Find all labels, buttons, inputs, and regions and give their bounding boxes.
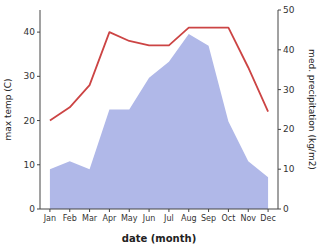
- x-tick-label: Apr: [102, 214, 117, 223]
- x-tick-label: Oct: [221, 214, 235, 223]
- x-tick: [69, 209, 70, 212]
- x-tick-label: Jan: [43, 214, 56, 223]
- x-tick: [228, 209, 229, 212]
- y2-tick-label: 20: [283, 124, 295, 134]
- y2-axis-line: [278, 10, 279, 209]
- precipitation-area: [50, 34, 268, 209]
- y-tick-label: 40: [24, 27, 36, 37]
- y-tick-label: 20: [24, 116, 36, 126]
- x-tick-label: Feb: [63, 214, 77, 223]
- y-tick: [37, 120, 40, 121]
- x-tick: [268, 209, 269, 212]
- x-tick: [49, 209, 50, 212]
- y-axis-label: max temp (C): [3, 78, 13, 140]
- y2-tick-label: 0: [283, 204, 289, 214]
- x-axis-label: date (month): [122, 233, 196, 244]
- x-tick-label: Sep: [201, 214, 216, 223]
- x-tick: [188, 209, 189, 212]
- y-tick: [37, 209, 40, 210]
- x-tick: [208, 209, 209, 212]
- y2-tick: [278, 89, 281, 90]
- x-tick-label: Jul: [163, 214, 174, 223]
- x-tick: [89, 209, 90, 212]
- y-tick: [37, 32, 40, 33]
- y-tick-label: 10: [24, 160, 36, 170]
- y2-tick: [278, 209, 281, 210]
- x-tick: [168, 209, 169, 212]
- chart: Jan Feb Mar Apr May Jun Jul Aug Sep Oct Nov Dec 0 10 2…: [0, 0, 318, 247]
- x-tick-label: Dec: [260, 214, 275, 223]
- y2-tick-label: 40: [283, 45, 295, 55]
- y2-axis-label: med. precipitation (kg/m2): [307, 49, 317, 170]
- y2-tick-label: 30: [283, 85, 295, 95]
- y-tick-label: 30: [24, 71, 36, 81]
- y2-tick: [278, 169, 281, 170]
- page: {"chart_data": {"type": "line", "categor…: [0, 0, 318, 247]
- x-tick: [149, 209, 150, 212]
- y2-tick-label: 10: [283, 164, 295, 174]
- x-axis-line: [40, 209, 278, 210]
- y-tick: [37, 76, 40, 77]
- x-tick: [109, 209, 110, 212]
- x-tick-label: Nov: [240, 214, 256, 223]
- x-tick-label: Mar: [82, 214, 98, 223]
- x-tick-label: Jun: [142, 214, 156, 223]
- x-tick: [248, 209, 249, 212]
- plot-area: [50, 28, 268, 209]
- x-tick-label: May: [121, 214, 138, 223]
- y-tick: [37, 164, 40, 165]
- y2-tick: [278, 49, 281, 50]
- y2-tick: [278, 10, 281, 11]
- temperature-line: [50, 28, 268, 121]
- y-axis-line: [40, 10, 41, 209]
- x-tick-label: Aug: [181, 214, 197, 223]
- y2-tick: [278, 129, 281, 130]
- y2-tick-label: 50: [283, 5, 295, 15]
- chart-container: Jan Feb Mar Apr May Jun Jul Aug Sep Oct Nov Dec 0 10 2…: [0, 0, 318, 247]
- x-tick: [129, 209, 130, 212]
- y-tick-label: 0: [29, 204, 35, 214]
